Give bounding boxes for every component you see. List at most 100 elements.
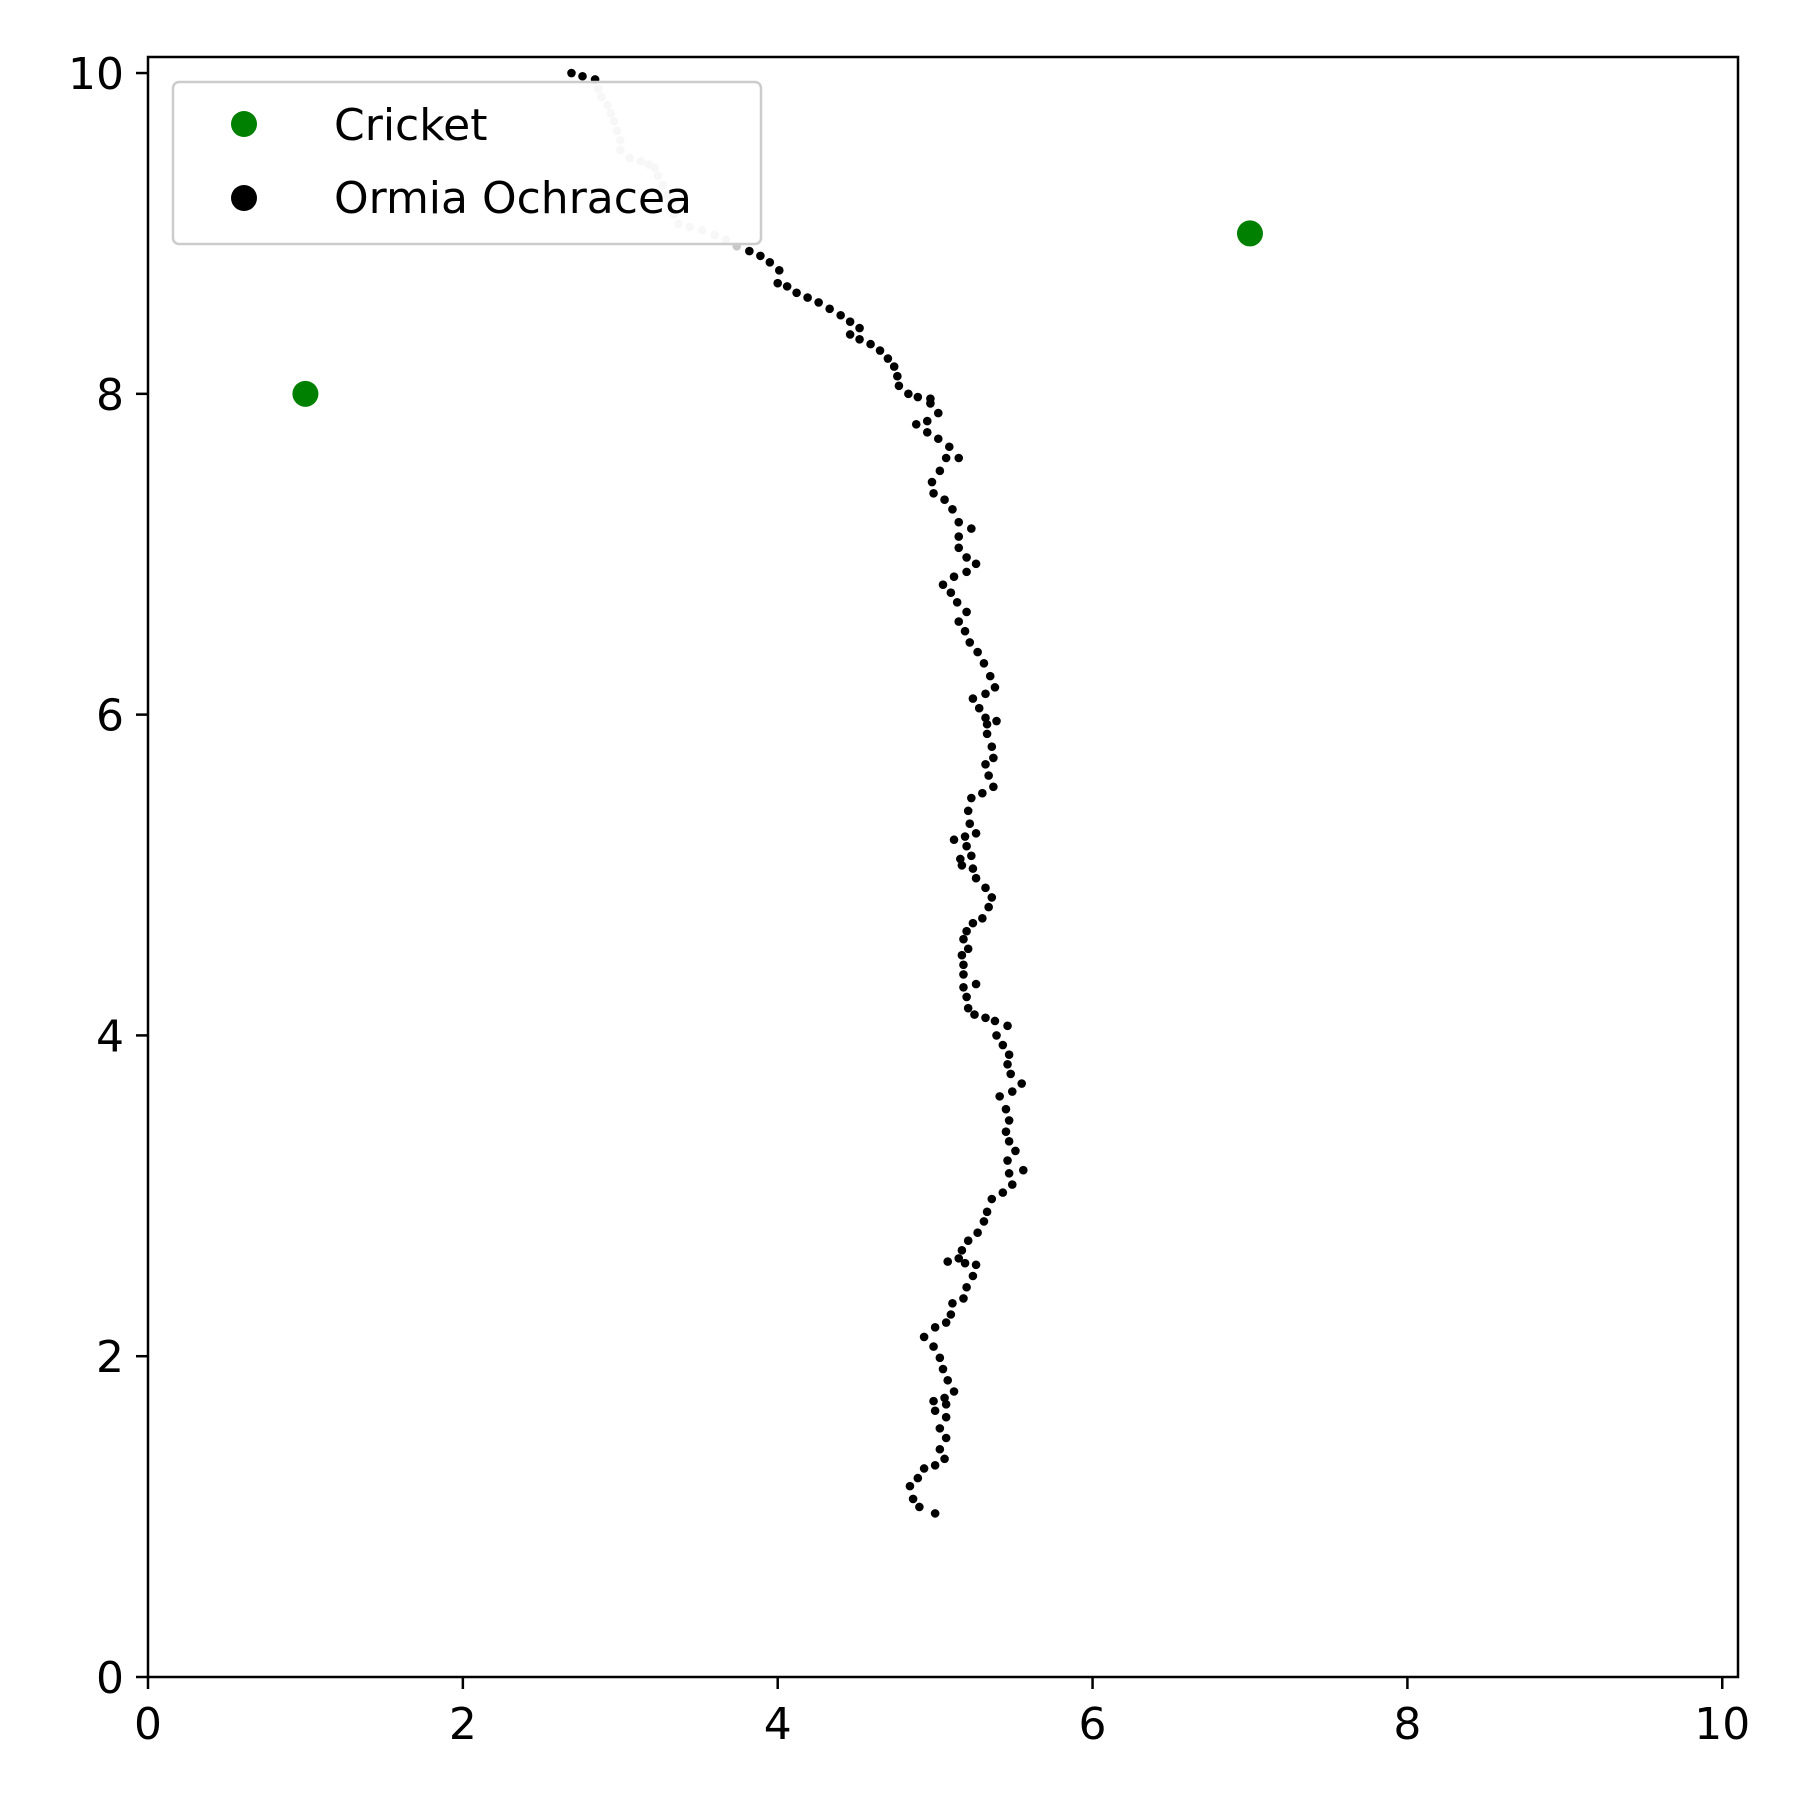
ormia-point bbox=[904, 389, 913, 399]
ormia-point bbox=[941, 1433, 951, 1443]
ormia-point bbox=[962, 607, 971, 617]
ormia-point bbox=[1004, 1169, 1014, 1178]
ormia-point bbox=[990, 683, 1000, 692]
ormia-point bbox=[1001, 1127, 1011, 1136]
ormia-point bbox=[792, 288, 801, 298]
ormia-point bbox=[968, 864, 978, 873]
ormia-point bbox=[1006, 1069, 1015, 1079]
ormia-point bbox=[957, 950, 967, 960]
y-axis: 0 2 4 6 8 10 bbox=[68, 49, 148, 1704]
ormia-point bbox=[968, 694, 978, 703]
ormia-point bbox=[930, 1406, 940, 1416]
ormia-point bbox=[782, 282, 792, 291]
ormia-point bbox=[960, 832, 970, 841]
ormia-point bbox=[929, 1342, 938, 1351]
ormia-point bbox=[971, 979, 981, 989]
ormia-point bbox=[1017, 1079, 1027, 1088]
ormia-point bbox=[941, 1400, 951, 1409]
ormia-point bbox=[985, 671, 995, 681]
ormia-point bbox=[948, 1298, 957, 1308]
ormia-point bbox=[982, 1207, 992, 1217]
ormia-point bbox=[930, 1509, 940, 1518]
ormia-point bbox=[774, 266, 784, 275]
ormia-point bbox=[954, 617, 964, 626]
cricket-point bbox=[1236, 220, 1263, 247]
ormia-point bbox=[933, 408, 943, 418]
ormia-point bbox=[919, 1464, 929, 1473]
plot-frame bbox=[146, 55, 1740, 1679]
ormia-point bbox=[943, 1375, 953, 1385]
ormia-point bbox=[908, 1494, 918, 1504]
ormia-point bbox=[981, 689, 990, 699]
ormia-point bbox=[941, 453, 951, 463]
ormia-point bbox=[952, 598, 962, 607]
ormia-point bbox=[981, 760, 990, 769]
ormia-point bbox=[948, 505, 957, 514]
ormia-point bbox=[938, 580, 948, 590]
ormia-point bbox=[893, 371, 902, 381]
ormia-point bbox=[883, 354, 893, 363]
ormia-point bbox=[926, 399, 935, 408]
ormia-point bbox=[971, 559, 981, 569]
ormia-point bbox=[968, 1271, 978, 1281]
ormia-point bbox=[946, 588, 956, 598]
ormia-point bbox=[929, 488, 938, 498]
ormia-point bbox=[905, 1481, 915, 1491]
ormia-point bbox=[949, 1387, 959, 1396]
ormia-point bbox=[773, 278, 783, 288]
ormia-point bbox=[981, 713, 990, 723]
ormia-point bbox=[889, 362, 899, 371]
ormia-point bbox=[957, 1246, 967, 1255]
ormia-point bbox=[825, 304, 834, 314]
legend: Cricket Ormia Ochracea bbox=[171, 80, 763, 246]
ormia-point bbox=[940, 1393, 949, 1403]
ormia-point bbox=[836, 310, 845, 320]
x-tick-label: 4 bbox=[764, 1699, 792, 1750]
ormia-point bbox=[803, 293, 812, 302]
ormia-point bbox=[990, 1016, 1000, 1026]
ormia-point bbox=[875, 346, 885, 355]
ormia-point bbox=[998, 1040, 1008, 1050]
ormia-point bbox=[941, 1318, 951, 1327]
ormia-point bbox=[954, 532, 964, 541]
ormia-point bbox=[1007, 1180, 1017, 1189]
ormia-point bbox=[965, 819, 975, 828]
ormia-point bbox=[981, 883, 990, 893]
legend-cricket-marker bbox=[231, 111, 257, 137]
ormia-point bbox=[998, 1188, 1008, 1197]
ormia-point bbox=[968, 918, 978, 928]
ormia-point bbox=[855, 323, 864, 333]
ormia-point bbox=[984, 771, 993, 780]
ormia-point bbox=[1003, 1021, 1012, 1031]
ormia-point bbox=[979, 658, 989, 668]
ormia-point bbox=[949, 835, 959, 845]
y-tick-label: 0 bbox=[96, 1653, 124, 1704]
ormia-point bbox=[1001, 1104, 1011, 1114]
legend-cricket-label: Cricket bbox=[334, 100, 487, 151]
y-tick-label: 10 bbox=[68, 49, 124, 100]
ormia-point bbox=[987, 1194, 997, 1204]
ormia-point bbox=[745, 246, 754, 256]
ormia-point bbox=[1003, 1156, 1012, 1165]
ormia-point bbox=[1007, 1087, 1017, 1096]
ormia-point bbox=[954, 517, 964, 527]
y-tick-label: 6 bbox=[96, 691, 124, 742]
ormia-point bbox=[962, 567, 971, 577]
ormia-point bbox=[959, 970, 968, 979]
ormia-point bbox=[578, 71, 587, 81]
ormia-point bbox=[915, 1502, 924, 1512]
ormia-point bbox=[957, 861, 967, 870]
ormia-point bbox=[970, 1010, 979, 1019]
cricket-point bbox=[292, 380, 319, 407]
ormia-point bbox=[756, 251, 765, 261]
ormia-point bbox=[963, 1003, 973, 1013]
ormia-point bbox=[959, 982, 968, 992]
ormia-point bbox=[962, 553, 971, 562]
ormia-point bbox=[959, 1294, 968, 1303]
ormia-point bbox=[922, 416, 932, 426]
ormia-point bbox=[855, 334, 864, 344]
ormia-point bbox=[987, 742, 997, 752]
ormia-point bbox=[956, 854, 965, 864]
ormia-point bbox=[935, 1353, 945, 1363]
ormia-point bbox=[978, 914, 987, 923]
